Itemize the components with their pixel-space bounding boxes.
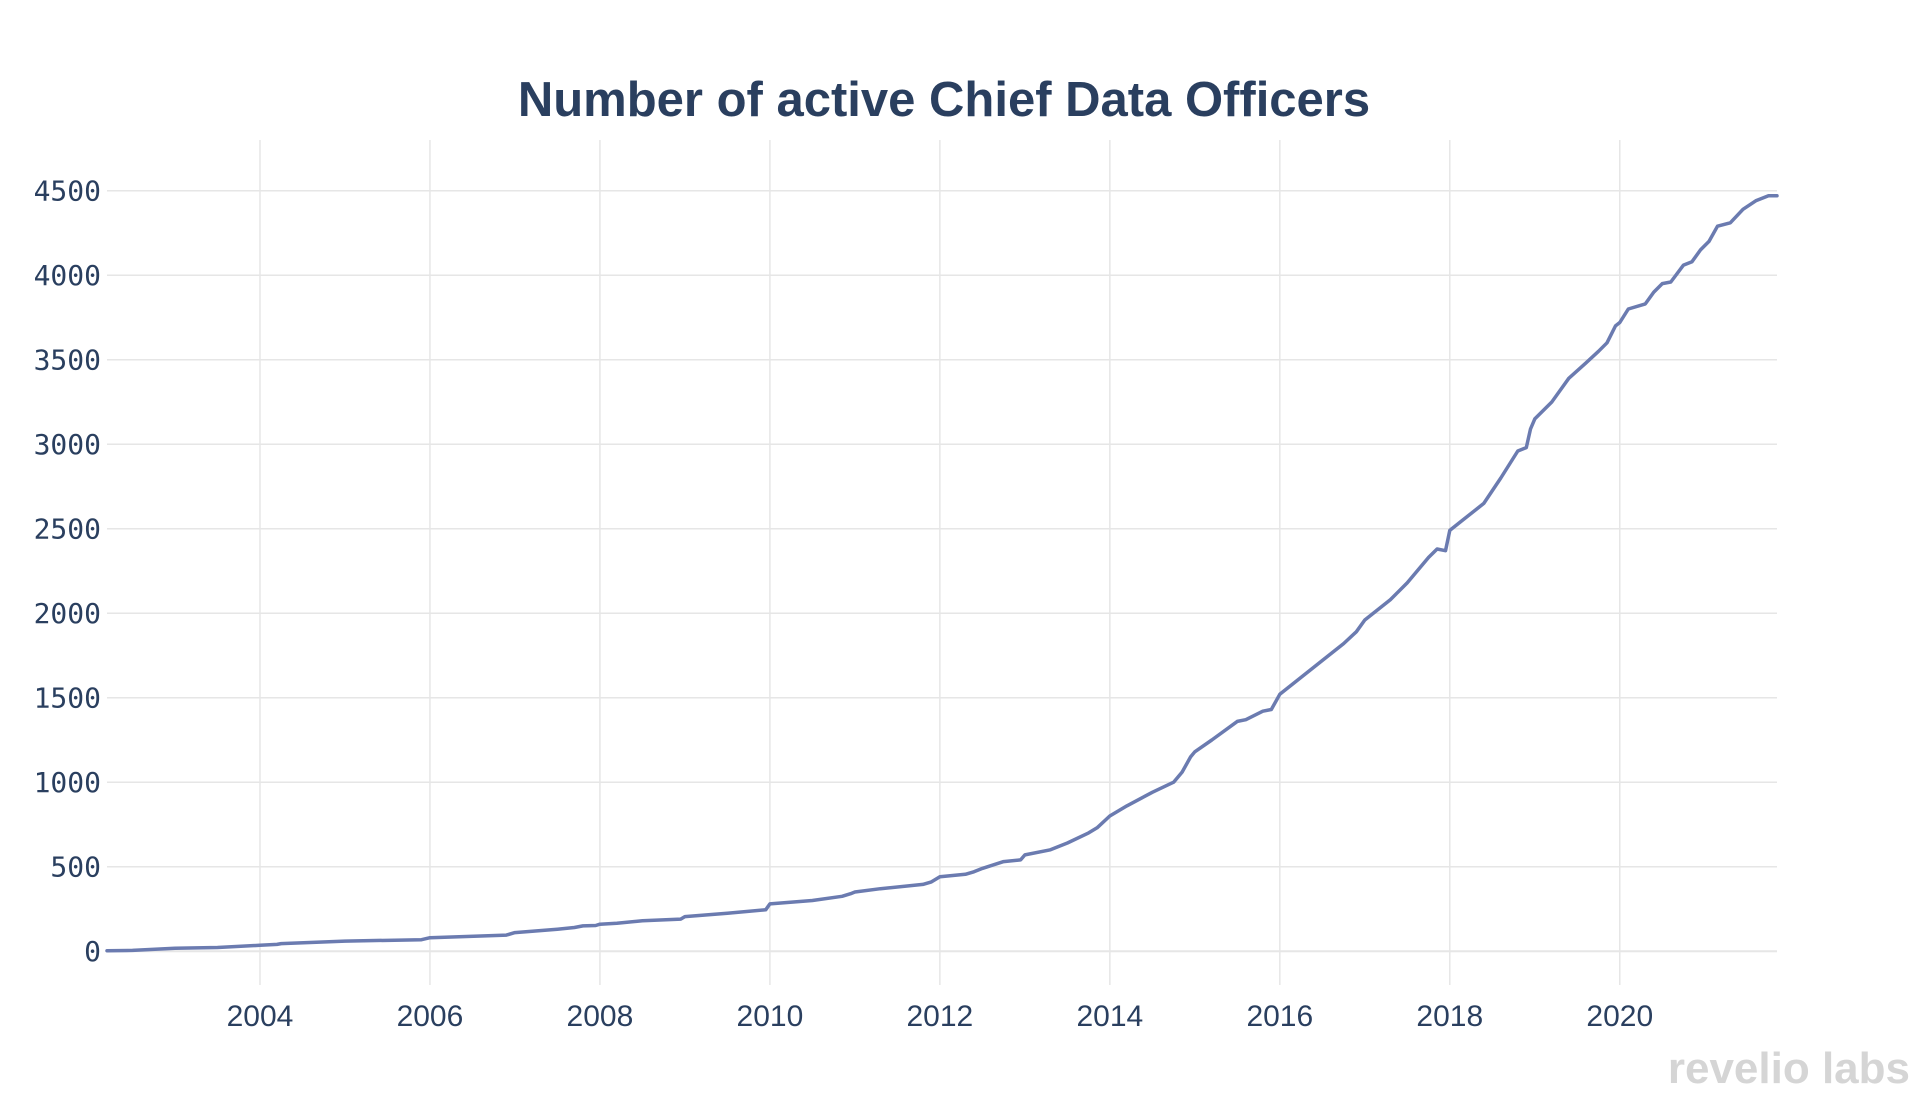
y-tick-label: 1500 — [34, 682, 101, 715]
x-tick-label: 2014 — [1076, 1000, 1143, 1033]
x-gridlines — [259, 140, 1621, 985]
y-gridlines — [107, 189, 1777, 953]
y-tick-label: 0 — [84, 935, 101, 968]
y-tick-label: 2500 — [34, 513, 101, 546]
x-tick-label: 2018 — [1416, 1000, 1483, 1033]
x-tick-label: 2006 — [397, 1000, 464, 1033]
x-tick-label: 2010 — [737, 1000, 804, 1033]
y-tick-label: 3500 — [34, 344, 101, 377]
x-tick-label: 2008 — [567, 1000, 634, 1033]
x-axis-ticks: 2004 2006 2008 2010 2012 2014 2016 2018 2020 — [227, 1000, 1654, 1033]
series-line-0 — [105, 194, 1779, 953]
x-tick-label: 2004 — [227, 1000, 294, 1033]
y-tick-label: 4000 — [34, 259, 101, 292]
y-tick-label: 1000 — [34, 766, 101, 799]
x-tick-label: 2020 — [1586, 1000, 1653, 1033]
x-tick-label: 2012 — [907, 1000, 974, 1033]
series-layer — [105, 194, 1779, 953]
revelio-labs-logo: revelio labs — [1668, 1044, 1910, 1093]
y-axis-ticks: 0 500 1000 1500 2000 2500 3000 3500 4000 4500 — [34, 175, 101, 969]
chart-title: Number of active Chief Data Officers — [518, 73, 1370, 127]
y-tick-label: 500 — [50, 851, 101, 884]
y-tick-label: 3000 — [34, 428, 101, 461]
x-tick-label: 2016 — [1246, 1000, 1313, 1033]
y-tick-label: 4500 — [34, 175, 101, 208]
y-tick-label: 2000 — [34, 597, 101, 630]
